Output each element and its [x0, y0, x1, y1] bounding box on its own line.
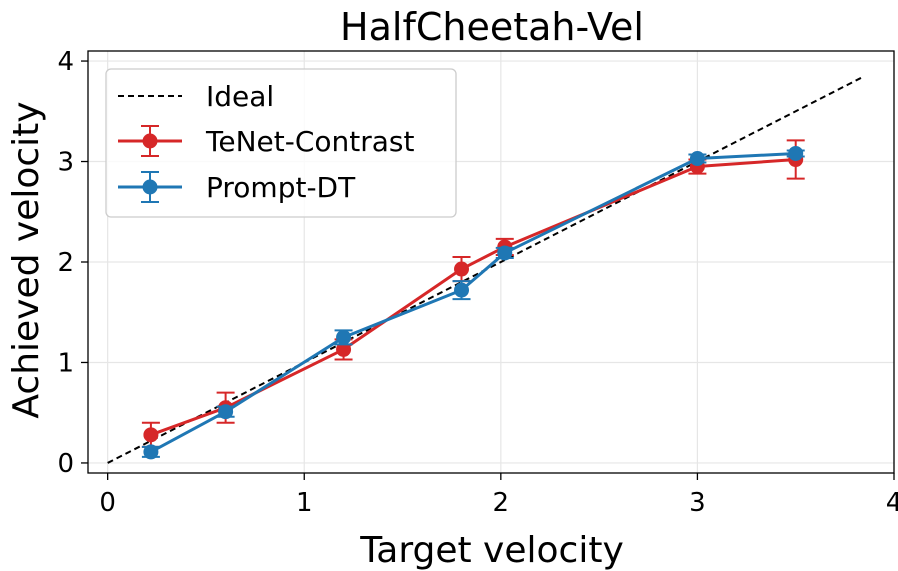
tenet-contrast-point	[336, 341, 352, 357]
x-tick-label: 4	[886, 488, 898, 518]
legend: Ideal TeNet-Contrast Prompt-DT	[105, 68, 457, 218]
chart-title: HalfCheetah-Vel	[340, 5, 644, 49]
prompt-dt-point	[454, 282, 470, 298]
legend-promptdt-label: Prompt-DT	[206, 171, 356, 204]
x-axis-label: Target velocity	[359, 530, 624, 571]
prompt-dt-point	[143, 444, 159, 460]
prompt-dt-point	[497, 245, 513, 261]
y-tick-label: 3	[57, 148, 74, 178]
legend-ideal-label: Ideal	[206, 80, 274, 113]
legend-tenet-swatch	[118, 125, 182, 157]
y-tick-label: 4	[57, 47, 74, 77]
y-axis-label: Achieved velocity	[6, 101, 47, 418]
x-tick-label: 3	[689, 488, 706, 518]
legend-box	[105, 68, 457, 218]
axis-ticks: 0 1 2 3 4 0 1 2 3 4	[57, 47, 898, 518]
prompt-dt-point	[218, 404, 234, 420]
prompt-dt-point	[689, 151, 705, 167]
tenet-contrast-point	[454, 261, 470, 277]
legend-promptdt-swatch	[118, 171, 182, 203]
y-tick-label: 0	[57, 449, 74, 479]
x-tick-label: 0	[99, 488, 116, 518]
x-tick-label: 2	[493, 488, 510, 518]
x-tick-label: 1	[296, 488, 313, 518]
y-tick-label: 1	[57, 348, 74, 378]
legend-tenet-label: TeNet-Contrast	[205, 125, 414, 158]
series-prompt-dt	[141, 145, 805, 460]
y-tick-label: 2	[57, 248, 74, 278]
prompt-dt-point	[788, 145, 804, 161]
prompt-dt-point	[336, 329, 352, 345]
tenet-contrast-point	[143, 427, 159, 443]
series-layer	[141, 139, 805, 460]
